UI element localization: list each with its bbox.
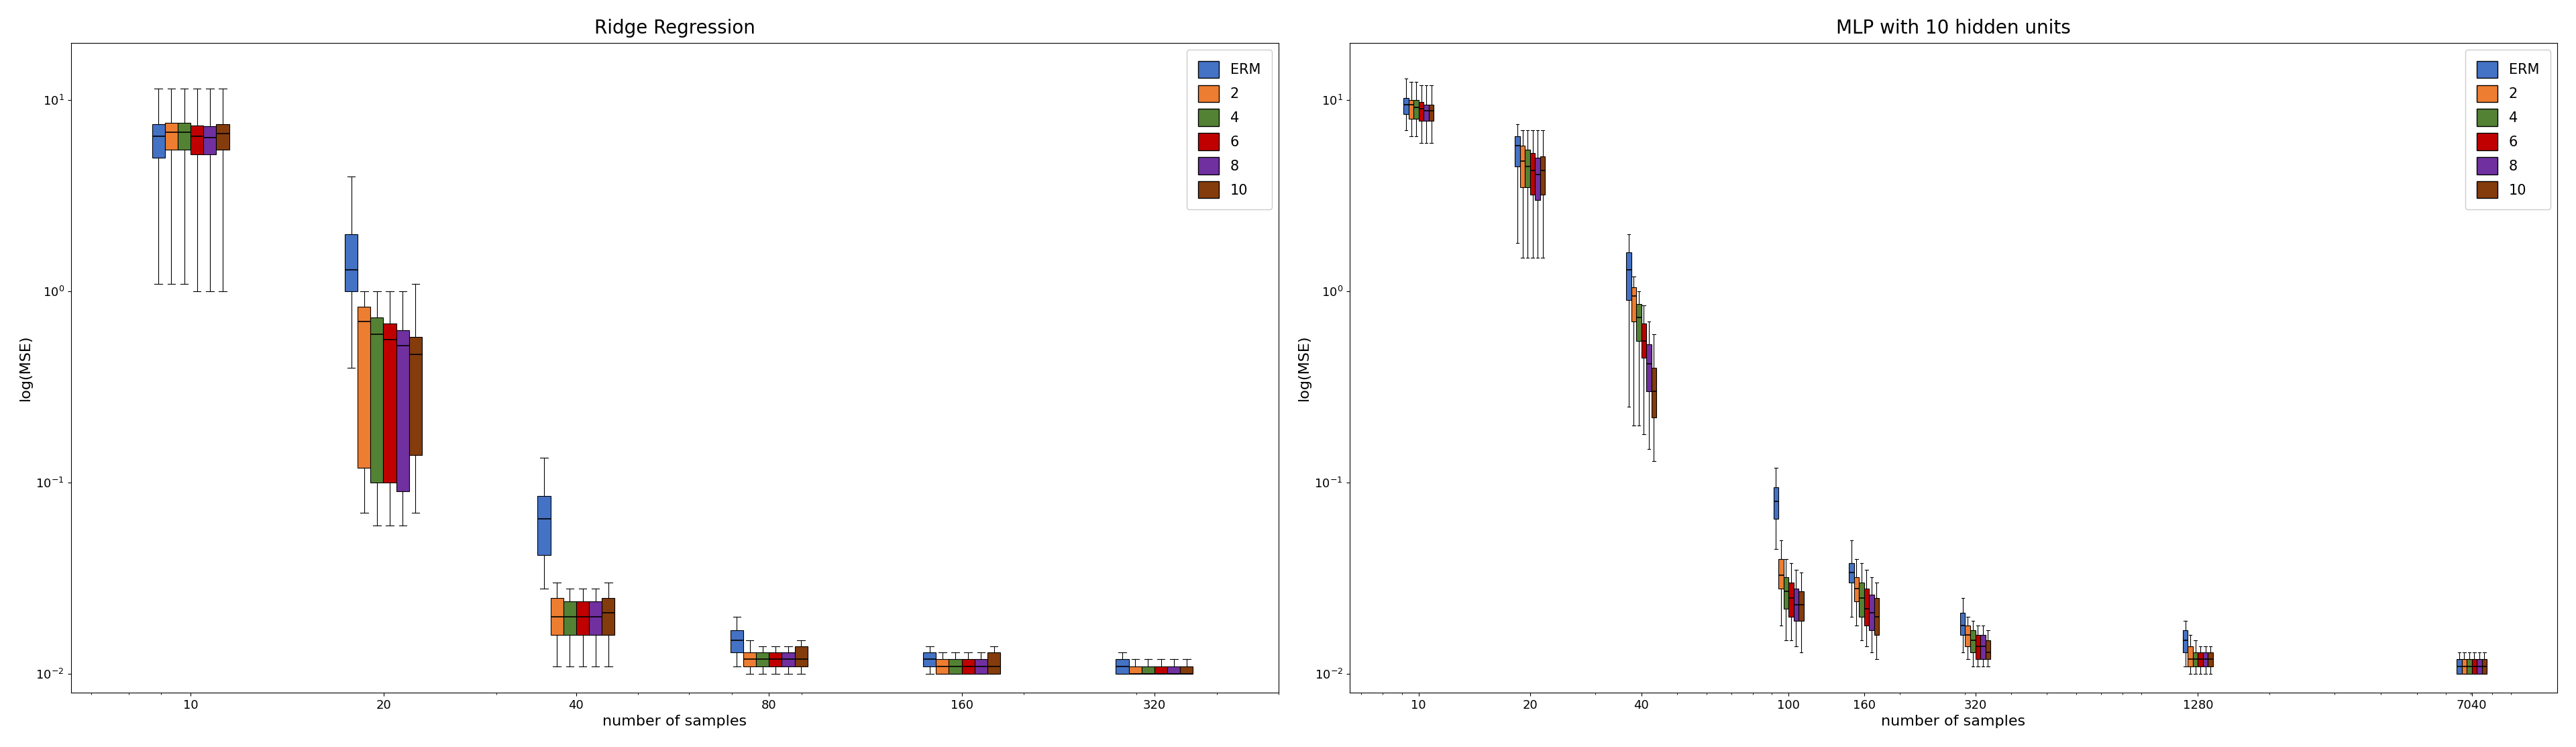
PathPatch shape: [1965, 625, 1971, 646]
PathPatch shape: [1855, 577, 1860, 601]
PathPatch shape: [1788, 583, 1793, 616]
PathPatch shape: [191, 125, 204, 155]
PathPatch shape: [1631, 288, 1636, 321]
PathPatch shape: [1793, 589, 1798, 621]
PathPatch shape: [948, 659, 961, 674]
PathPatch shape: [152, 124, 165, 158]
PathPatch shape: [1540, 156, 1546, 195]
Y-axis label: log(MSE): log(MSE): [1298, 335, 1311, 400]
PathPatch shape: [1115, 659, 1128, 674]
PathPatch shape: [1981, 635, 1986, 659]
PathPatch shape: [1976, 635, 1981, 659]
PathPatch shape: [2182, 630, 2187, 652]
PathPatch shape: [2192, 652, 2197, 666]
PathPatch shape: [590, 601, 603, 635]
PathPatch shape: [732, 630, 744, 652]
PathPatch shape: [1515, 136, 1520, 167]
PathPatch shape: [178, 123, 191, 150]
Legend: ERM, 2, 4, 6, 8, 10: ERM, 2, 4, 6, 8, 10: [2465, 50, 2550, 209]
X-axis label: number of samples: number of samples: [1880, 715, 2025, 728]
PathPatch shape: [538, 496, 551, 555]
PathPatch shape: [1525, 150, 1530, 187]
PathPatch shape: [1430, 105, 1435, 121]
PathPatch shape: [1154, 666, 1167, 674]
PathPatch shape: [1783, 577, 1788, 609]
PathPatch shape: [768, 652, 781, 666]
PathPatch shape: [1419, 102, 1425, 121]
PathPatch shape: [1860, 583, 1865, 616]
Legend: ERM, 2, 4, 6, 8, 10: ERM, 2, 4, 6, 8, 10: [1188, 50, 1273, 209]
PathPatch shape: [2202, 652, 2208, 666]
PathPatch shape: [358, 307, 371, 468]
PathPatch shape: [2481, 659, 2486, 674]
PathPatch shape: [564, 601, 577, 635]
PathPatch shape: [1141, 666, 1154, 674]
PathPatch shape: [603, 598, 616, 635]
PathPatch shape: [216, 124, 229, 150]
PathPatch shape: [204, 126, 216, 155]
PathPatch shape: [345, 234, 358, 291]
PathPatch shape: [165, 123, 178, 150]
PathPatch shape: [2208, 652, 2213, 666]
PathPatch shape: [2187, 646, 2192, 666]
PathPatch shape: [1404, 98, 1409, 114]
PathPatch shape: [974, 659, 987, 674]
PathPatch shape: [410, 337, 422, 455]
PathPatch shape: [371, 317, 384, 483]
PathPatch shape: [1625, 252, 1631, 300]
X-axis label: number of samples: number of samples: [603, 715, 747, 728]
PathPatch shape: [2197, 652, 2202, 666]
PathPatch shape: [397, 330, 410, 492]
PathPatch shape: [384, 323, 397, 483]
PathPatch shape: [1870, 595, 1873, 630]
PathPatch shape: [922, 652, 935, 666]
PathPatch shape: [1636, 304, 1641, 341]
PathPatch shape: [781, 652, 793, 666]
PathPatch shape: [1414, 100, 1419, 119]
PathPatch shape: [2468, 659, 2473, 674]
PathPatch shape: [744, 652, 757, 666]
Title: MLP with 10 hidden units: MLP with 10 hidden units: [1837, 19, 2071, 37]
PathPatch shape: [1167, 666, 1180, 674]
PathPatch shape: [1520, 146, 1525, 187]
PathPatch shape: [1128, 666, 1141, 674]
PathPatch shape: [1873, 598, 1878, 635]
PathPatch shape: [1960, 613, 1965, 635]
Title: Ridge Regression: Ridge Regression: [595, 19, 755, 37]
PathPatch shape: [961, 659, 974, 674]
PathPatch shape: [2476, 659, 2481, 674]
PathPatch shape: [1986, 640, 1991, 659]
Y-axis label: log(MSE): log(MSE): [18, 335, 31, 400]
PathPatch shape: [2463, 659, 2468, 674]
PathPatch shape: [551, 598, 564, 635]
PathPatch shape: [1535, 158, 1540, 200]
PathPatch shape: [1425, 105, 1430, 121]
PathPatch shape: [2473, 659, 2476, 674]
PathPatch shape: [1646, 344, 1651, 391]
PathPatch shape: [577, 601, 590, 635]
PathPatch shape: [935, 659, 948, 674]
PathPatch shape: [1651, 368, 1656, 418]
PathPatch shape: [793, 646, 806, 666]
PathPatch shape: [2458, 659, 2463, 674]
PathPatch shape: [1777, 559, 1783, 589]
PathPatch shape: [1865, 589, 1870, 625]
PathPatch shape: [1180, 666, 1193, 674]
PathPatch shape: [1850, 563, 1855, 583]
PathPatch shape: [1798, 592, 1803, 621]
PathPatch shape: [1971, 630, 1976, 652]
PathPatch shape: [1772, 487, 1777, 518]
PathPatch shape: [757, 652, 768, 666]
PathPatch shape: [1530, 153, 1535, 195]
PathPatch shape: [1641, 323, 1646, 358]
PathPatch shape: [987, 652, 999, 674]
PathPatch shape: [1409, 100, 1414, 119]
